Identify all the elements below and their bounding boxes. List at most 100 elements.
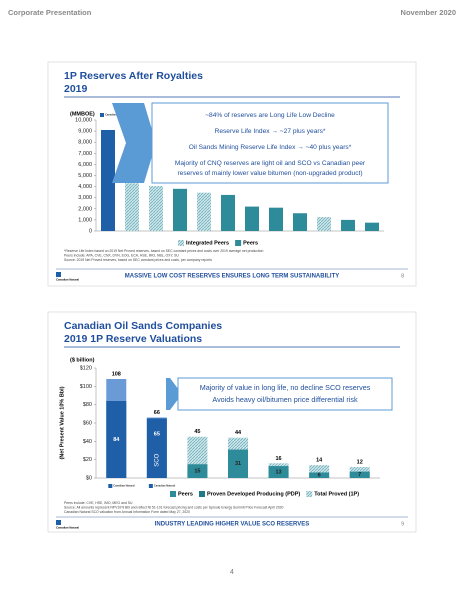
logo-text: Canadian Natural — [56, 526, 79, 530]
data-label: 7 — [358, 472, 361, 478]
y-tick-label: $60 — [83, 420, 92, 426]
footnote: *Reserve Life Index based on 2019 Net Pr… — [64, 249, 264, 253]
legend-swatch — [235, 240, 242, 246]
bar — [146, 418, 167, 478]
bar — [106, 401, 127, 478]
y-tick-label: 2,000 — [78, 206, 92, 212]
bar — [293, 213, 307, 231]
legend-swatch — [178, 240, 184, 246]
y-tick-label: $120 — [80, 365, 92, 371]
slide-subtitle: 2019 1P Reserve Valuations — [64, 333, 202, 345]
slide-title: 1P Reserves After Royalties — [64, 70, 203, 82]
footnote: Canadian Natural SCO valuation from Annu… — [64, 510, 190, 514]
bar — [365, 222, 379, 231]
callout-text: Majority of value in long life, no decli… — [200, 383, 371, 392]
bar — [309, 472, 330, 478]
bar — [228, 449, 248, 478]
legend-label: Proven Developed Producing (PDP) — [207, 491, 300, 497]
y-tick-label: $100 — [80, 384, 92, 390]
data-label: 66 — [154, 410, 160, 416]
y-axis-unit: (MMBOE) — [70, 111, 95, 117]
callout-text: Oil Sands Mining Reserve Life Index → ~4… — [189, 144, 352, 151]
legend-swatch — [170, 491, 176, 497]
data-label: 31 — [235, 461, 241, 467]
data-label: 13 — [276, 469, 282, 475]
y-tick-label: 6,000 — [78, 162, 92, 168]
bar — [341, 219, 355, 231]
y-tick-label: 1,000 — [78, 217, 92, 223]
data-label: 12 — [357, 459, 363, 465]
bar — [149, 186, 163, 231]
y-tick-label: 4,000 — [78, 184, 92, 190]
callout-arrow — [112, 103, 156, 183]
bar — [268, 466, 289, 478]
y-tick-label: $0 — [86, 475, 92, 481]
y-axis-label: (Net Present Value 10% Bbl) — [59, 386, 65, 459]
legend-label: Peers — [178, 491, 193, 497]
footnote: Source: 2019 Net Proved reserves, based … — [64, 258, 212, 262]
legend-swatch — [306, 491, 313, 497]
slide-number: 8 — [401, 273, 404, 279]
header-left: Corporate Presentation — [8, 8, 92, 17]
y-tick-label: 7,000 — [78, 151, 92, 157]
data-label: 16 — [276, 456, 282, 462]
logo-text: Canadian Natural — [105, 113, 127, 117]
logo-mark — [108, 484, 113, 488]
footnote: Source: All amounts represent NPV10% Bbl… — [64, 505, 283, 509]
logo-text: Canadian Natural — [56, 278, 79, 282]
callout-text: ~84% of reserves are Long Life Low Decli… — [205, 112, 335, 119]
y-tick-label: 8,000 — [78, 140, 92, 146]
data-label: 6 — [318, 473, 321, 479]
bar — [101, 129, 115, 231]
y-tick-label: 5,000 — [78, 173, 92, 179]
page-number: 4 — [230, 569, 234, 576]
legend-swatch — [199, 491, 205, 497]
bar — [197, 192, 211, 231]
bar — [187, 464, 208, 478]
bar — [317, 217, 331, 231]
banner-text: MASSIVE LOW COST RESERVES ENSURES LONG T… — [125, 274, 339, 280]
data-label: 44 — [235, 430, 242, 436]
bar — [221, 194, 235, 231]
logo-mark — [100, 113, 104, 117]
data-label: 84 — [113, 437, 120, 443]
slide-title: Canadian Oil Sands Companies — [64, 320, 222, 332]
callout-text: Avoids heavy oil/bitumen price different… — [212, 395, 358, 404]
y-tick-label: $40 — [83, 439, 92, 445]
y-tick-label: 0 — [89, 228, 92, 234]
bar — [245, 206, 259, 231]
callout-arrow — [166, 378, 182, 410]
data-label: 108 — [112, 371, 121, 377]
legend-label: Integrated Peers — [186, 240, 229, 246]
slide-number: 9 — [401, 521, 404, 527]
slide-frame — [47, 311, 417, 533]
logo-mark — [148, 484, 153, 488]
footnote: Peers include: CVE, HSE, IMO, MEG and SU — [64, 501, 133, 505]
callout-text: Majority of CNQ reserves are light oil a… — [175, 160, 366, 167]
data-label: 65 — [154, 432, 160, 438]
legend-label: Total Proved (1P) — [314, 491, 359, 497]
callout-box — [177, 377, 393, 411]
callout-text: reserves of mainly lower value bitumen (… — [177, 170, 362, 177]
header-right: November 2020 — [401, 8, 456, 17]
data-label: 15 — [194, 469, 200, 475]
logo-text: Canadian Natural — [113, 484, 135, 488]
bar — [349, 471, 370, 478]
callout-text: Reserve Life Index → ~27 plus years* — [215, 128, 326, 135]
slide-subtitle: 2019 — [64, 83, 88, 95]
y-tick-label: 9,000 — [78, 129, 92, 135]
footnote: Peers include: APA, CVE, CNX, DVN, EOG, … — [64, 253, 179, 257]
bar — [269, 207, 283, 231]
y-tick-label: $80 — [83, 402, 92, 408]
logo-mark — [56, 520, 61, 525]
banner-text: INDUSTRY LEADING HIGHER VALUE SCO RESERV… — [155, 522, 309, 528]
y-axis-unit: ($ billion) — [70, 357, 95, 363]
data-label: 45 — [194, 429, 200, 435]
bar-annotation: SCO — [154, 453, 160, 466]
callout-box — [151, 102, 389, 184]
logo-text: Canadian Natural — [154, 484, 176, 488]
bar — [125, 183, 139, 231]
bar — [173, 188, 187, 231]
logo-mark — [56, 272, 61, 277]
